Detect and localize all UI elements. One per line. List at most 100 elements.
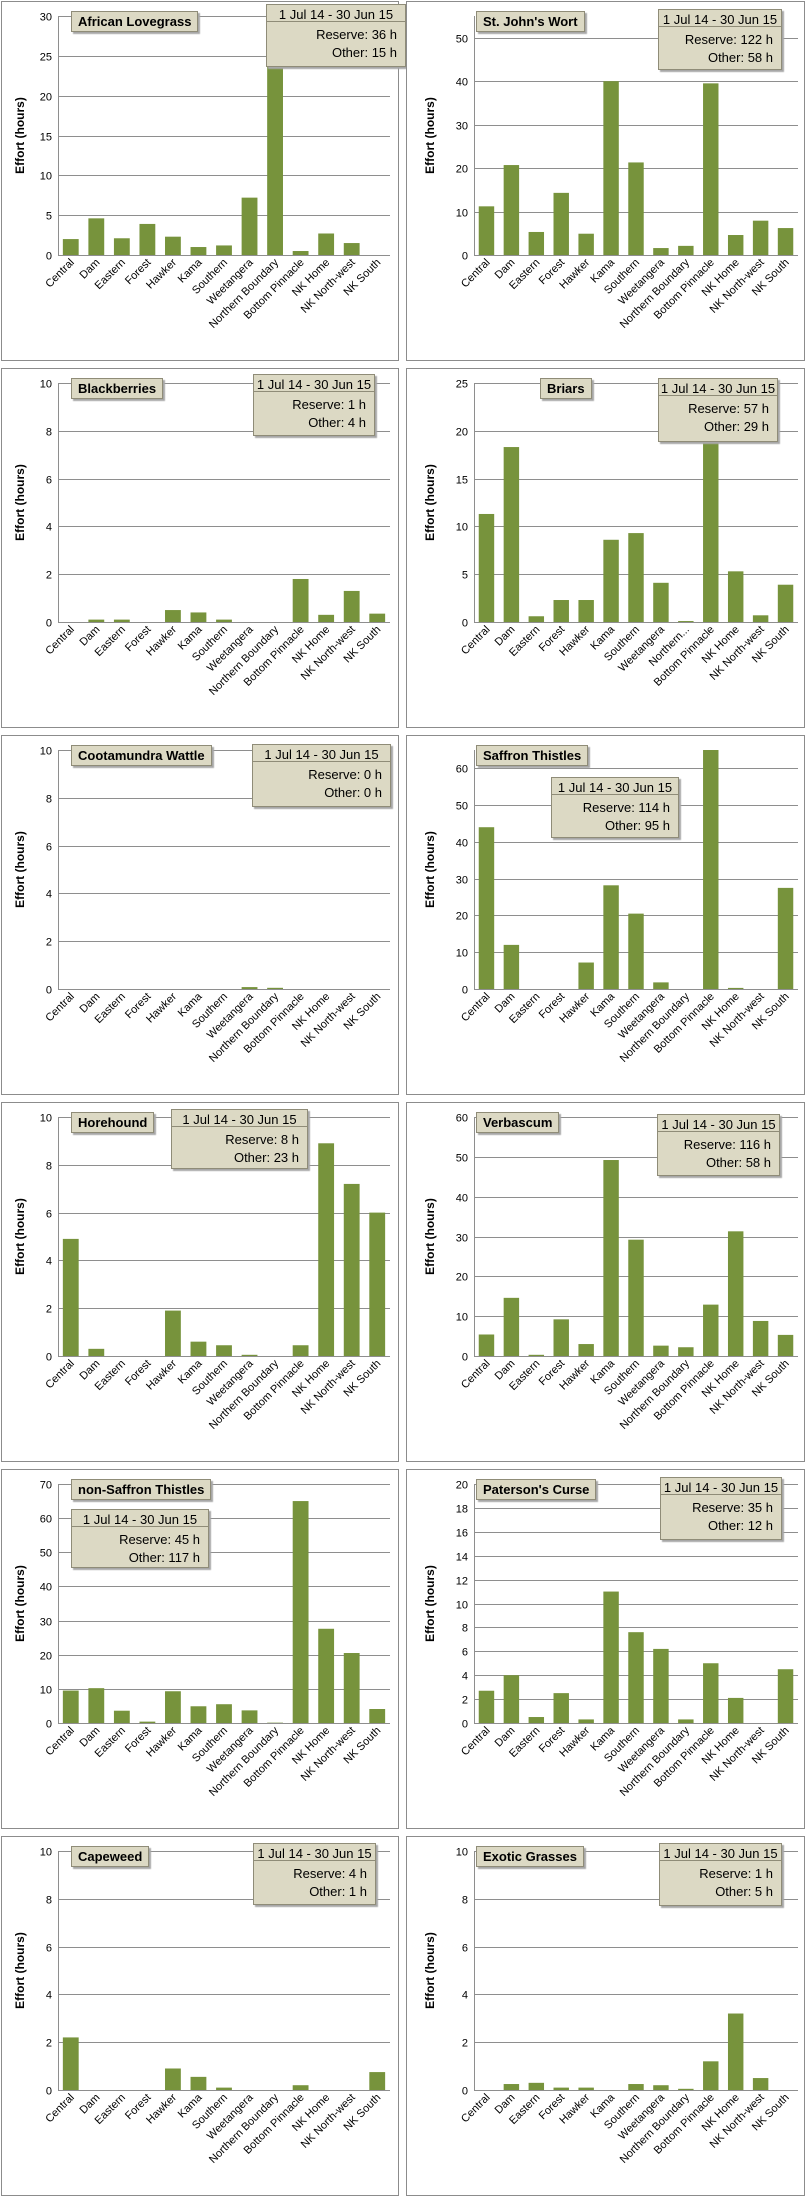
y-tick-label: 50	[456, 34, 468, 46]
y-tick-label: 20	[456, 427, 468, 439]
bar	[343, 243, 360, 255]
bar	[703, 443, 719, 622]
bar	[578, 962, 594, 989]
bar	[503, 2084, 520, 2090]
chart-panel: 0 2 4 6 8 10 Effort (hours) Central Dam Eastern Fo…	[1, 735, 399, 1095]
bar	[727, 235, 744, 255]
y-tick-label: 30	[40, 12, 52, 24]
y-tick-label: 8	[46, 427, 52, 439]
other-hours: Other: 29 h	[703, 419, 769, 434]
y-axis-title: Effort (hours)	[423, 1932, 437, 2009]
bar	[88, 1688, 105, 1723]
bar	[528, 616, 545, 622]
date-range: 1 Jul 14 - 30 Jun 15	[257, 1846, 372, 1861]
bar	[165, 2068, 181, 2090]
chart-panel: 0 2 4 6 8 10 Effort (hours) Central Dam Eastern Fo…	[1, 368, 399, 728]
bar	[165, 1310, 181, 1356]
bar	[113, 1710, 130, 1723]
bar	[603, 1591, 619, 1723]
y-tick-label: 30	[456, 121, 468, 133]
other-hours: Other: 58 h	[705, 1155, 771, 1170]
bar	[62, 1690, 79, 1723]
y-tick-label: 8	[46, 794, 52, 806]
bar	[628, 1239, 644, 1356]
chart-title: Saffron Thistles	[476, 745, 589, 766]
y-tick-label: 50	[456, 801, 468, 813]
y-tick-label: 8	[46, 1161, 52, 1173]
y-tick-label: 16	[456, 1528, 468, 1540]
chart-panel: 0 2 4 6 8 10 Effort (hours) Central Dam Eastern Fo…	[1, 1102, 399, 1462]
y-tick-label: 2	[46, 937, 52, 949]
y-tick-label: 0	[462, 1719, 468, 1731]
y-axis-title: Effort (hours)	[423, 97, 437, 174]
reserve-hours: Reserve: 122 h	[684, 32, 773, 47]
y-tick-label: 4	[46, 1990, 52, 2002]
bar	[216, 1345, 232, 1356]
reserve-hours: Reserve: 45 h	[119, 1532, 200, 1547]
y-tick-label: 4	[462, 1671, 468, 1683]
y-tick-label: 20	[40, 92, 52, 104]
y-tick-label: 40	[40, 1582, 52, 1594]
bar	[603, 1160, 619, 1356]
y-axis-title: Effort (hours)	[13, 1198, 27, 1275]
chart-title: Briars	[540, 378, 592, 399]
y-tick-label: 14	[456, 1552, 468, 1564]
bar	[62, 2037, 79, 2090]
reserve-hours: Reserve: 4 h	[293, 1866, 367, 1881]
bar	[578, 1719, 594, 1724]
y-tick-label: 60	[40, 1514, 52, 1526]
bar	[241, 1710, 258, 1723]
bar	[678, 1347, 694, 1356]
y-axis-title: Effort (hours)	[423, 1198, 437, 1275]
reserve-hours: Reserve: 35 h	[692, 1500, 773, 1515]
date-range: 1 Jul 14 - 30 Jun 15	[82, 1512, 198, 1527]
bar	[267, 987, 283, 989]
date-range: 1 Jul 14 - 30 Jun 15	[557, 780, 673, 795]
y-tick-label: 4	[46, 889, 52, 901]
bar	[653, 1648, 669, 1723]
y-tick-label: 0	[46, 2086, 52, 2098]
bar	[653, 1345, 669, 1356]
y-tick-label: 10	[40, 379, 52, 391]
y-tick-label: 10	[456, 522, 468, 534]
chart-panel: 0 10 20 30 40 50 60 Effort (hours) Central Dam Eas…	[406, 735, 805, 1095]
y-tick-label: 2	[46, 570, 52, 582]
bar	[318, 1143, 335, 1356]
chart-panel: 0 10 20 30 40 50 Effort (hours) Central Dam Easte…	[406, 1, 805, 361]
y-tick-label: 6	[462, 1647, 468, 1659]
bar	[678, 1719, 694, 1724]
y-tick-label: 0	[462, 1352, 468, 1364]
bar	[553, 1693, 569, 1724]
bar	[678, 621, 694, 622]
y-tick-label: 15	[40, 132, 52, 144]
y-tick-label: 2	[46, 1304, 52, 1316]
other-hours: Other: 12 h	[707, 1518, 773, 1533]
y-tick-label: 0	[46, 1352, 52, 1364]
bar	[165, 236, 181, 255]
y-tick-label: 25	[40, 52, 52, 64]
bar	[88, 619, 105, 622]
bar	[727, 1231, 744, 1356]
bar	[369, 613, 386, 623]
bar	[777, 1669, 794, 1724]
y-tick-label: 20	[456, 164, 468, 176]
bar	[216, 2087, 232, 2090]
y-axis-title: Effort (hours)	[13, 97, 27, 174]
chart-panel: 0 2 4 6 8 10 Effort (hours) Central Dam Eastern Fo…	[406, 1836, 805, 2196]
bar	[703, 2061, 719, 2090]
bar	[578, 1344, 594, 1356]
bar	[478, 827, 495, 989]
other-hours: Other: 5 h	[715, 1884, 773, 1899]
y-tick-label: 5	[46, 211, 52, 223]
bar	[241, 987, 258, 989]
y-tick-label: 40	[456, 838, 468, 850]
bar	[553, 192, 569, 255]
y-tick-label: 50	[456, 1153, 468, 1165]
y-tick-label: 10	[40, 1113, 52, 1125]
bar	[603, 885, 619, 989]
